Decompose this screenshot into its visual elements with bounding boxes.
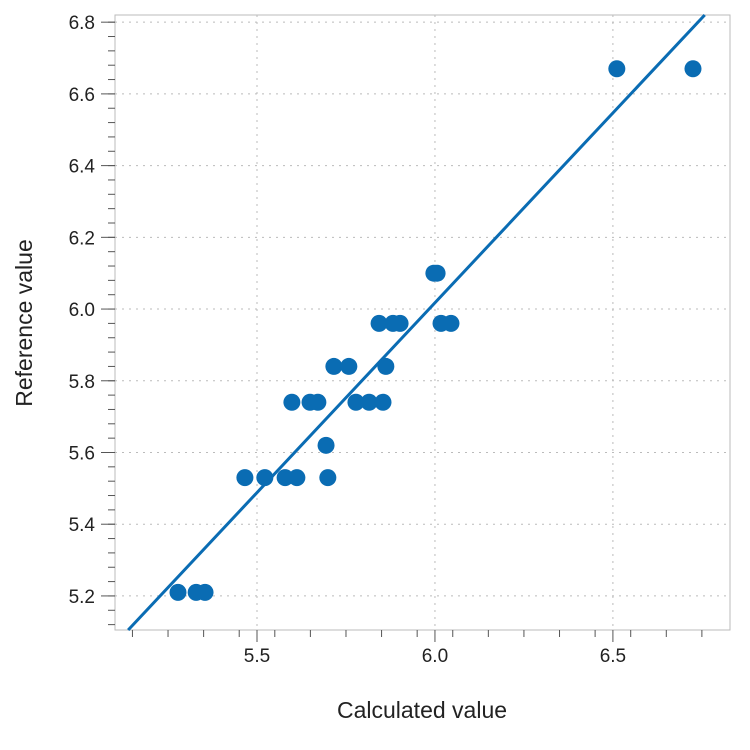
data-point [317, 436, 335, 454]
x-tick-label: 6.5 [600, 646, 626, 667]
data-point [169, 583, 187, 601]
x-tick-label: 5.5 [244, 646, 270, 667]
data-point [374, 393, 392, 411]
fit-line-group [127, 13, 706, 632]
data-point [347, 393, 365, 411]
data-point [428, 264, 446, 282]
data-point [309, 393, 327, 411]
data-point [288, 469, 306, 487]
y-tick-label: 6.6 [69, 85, 95, 106]
data-point [276, 469, 294, 487]
y-tick-label: 6.0 [69, 300, 95, 321]
x-axis-label: Calculated value [337, 697, 507, 723]
y-tick-label: 5.8 [69, 372, 95, 393]
data-point [442, 314, 460, 332]
points-group [169, 60, 702, 601]
y-tick-label: 5.4 [69, 515, 96, 536]
grid [115, 15, 730, 630]
data-point [325, 357, 343, 375]
y-tick-label: 5.2 [69, 587, 95, 608]
data-point [236, 469, 254, 487]
data-point [370, 314, 388, 332]
data-point [196, 583, 214, 601]
data-point [684, 60, 702, 78]
y-tick-label: 6.4 [69, 157, 96, 178]
y-tick-label: 5.6 [69, 443, 95, 464]
data-point [340, 357, 358, 375]
data-point [360, 393, 378, 411]
plot-frame [114, 14, 731, 631]
data-point [391, 314, 409, 332]
x-tick-label: 6.0 [422, 646, 448, 667]
axis-ticks: 5.5 6.0 6.5 5.2 5.4 5.6 5.8 6.0 6.2 6.4 6.6 6.8 [69, 13, 703, 667]
y-tick-label: 6.8 [69, 13, 95, 34]
fit-line [127, 13, 706, 632]
data-point [319, 469, 337, 487]
data-point [377, 357, 395, 375]
y-tick-label: 6.2 [69, 228, 95, 249]
data-point [608, 60, 626, 78]
y-axis-label: Reference value [11, 239, 37, 407]
data-point [283, 393, 301, 411]
data-point [256, 469, 274, 487]
